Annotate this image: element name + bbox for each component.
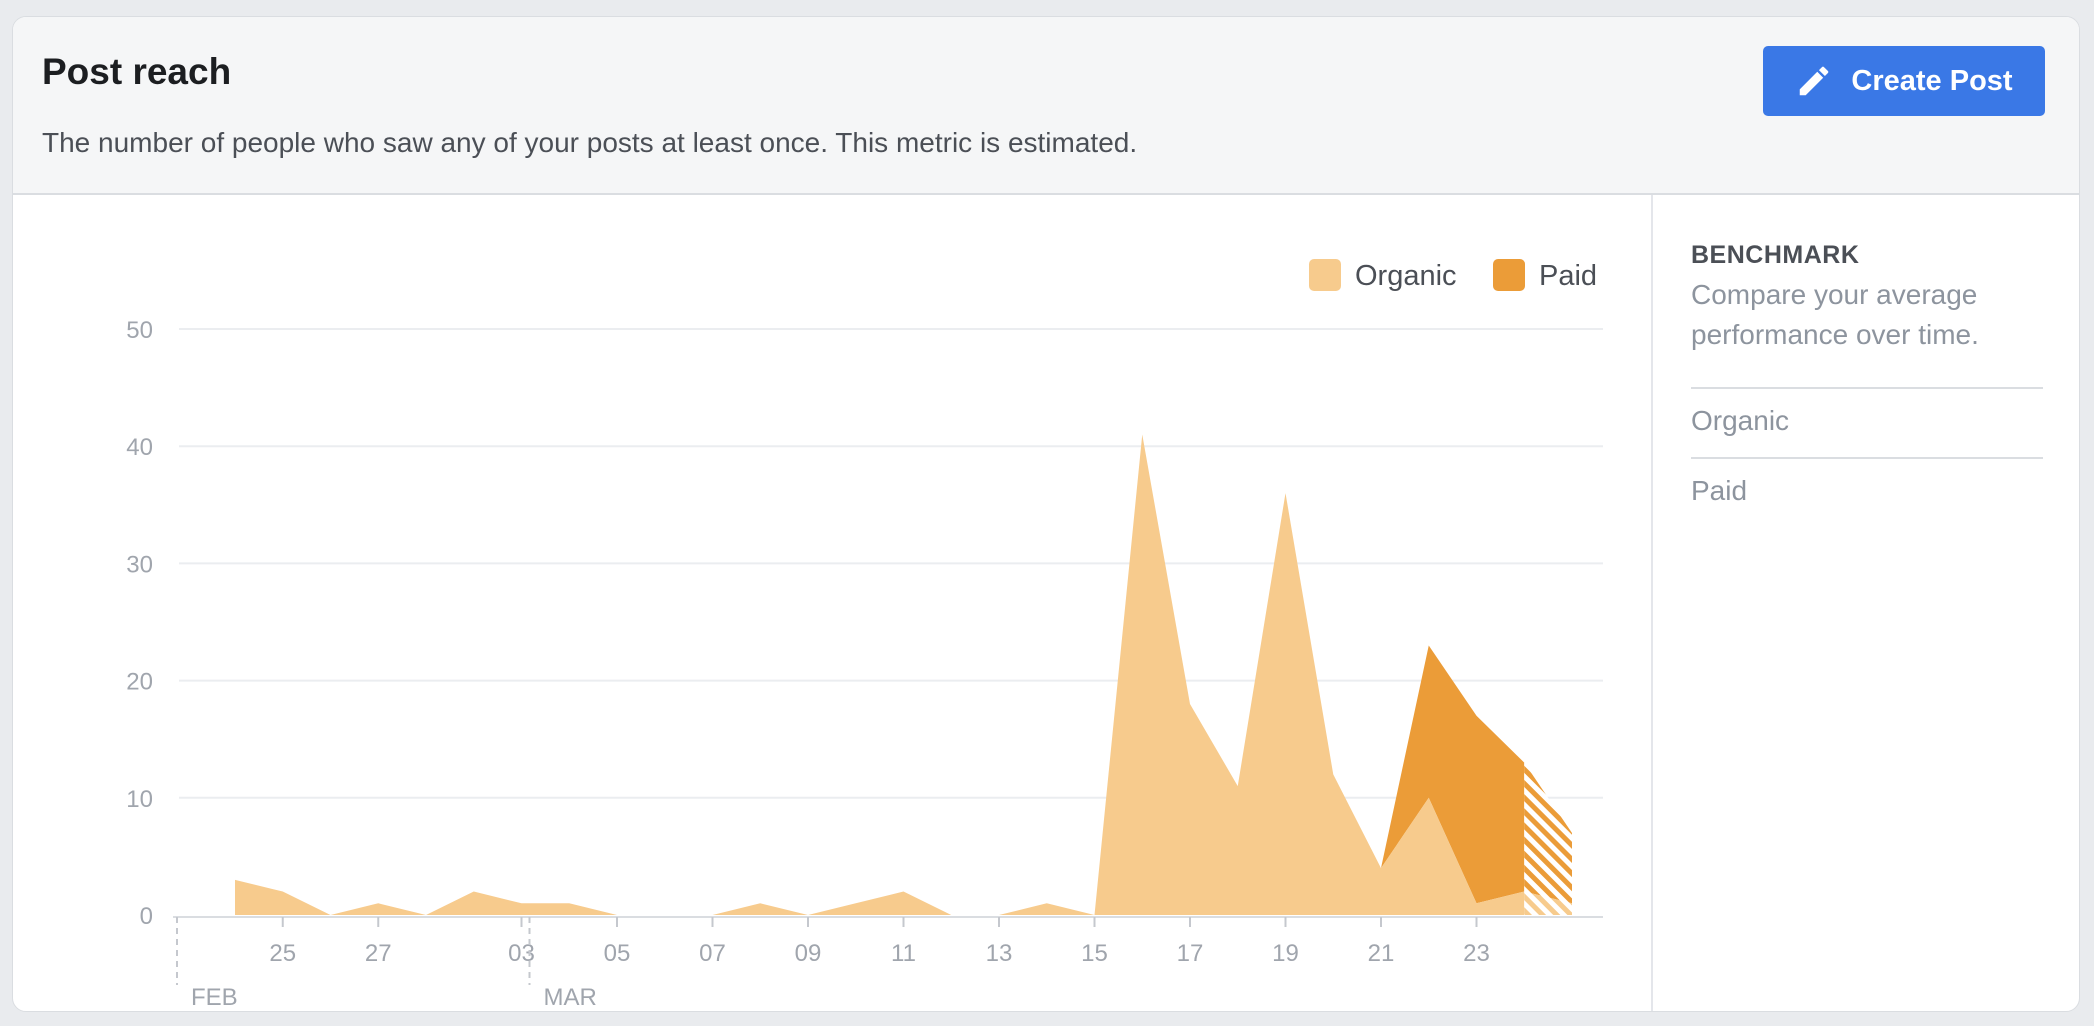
paid-area	[1381, 645, 1525, 904]
month-label: FEB	[191, 984, 238, 1011]
post-reach-card: Post reach The number of people who saw …	[12, 16, 2080, 1012]
benchmark-divider	[1691, 387, 2043, 389]
x-tick-label: 19	[1272, 940, 1299, 967]
x-tick-label: 07	[699, 940, 726, 967]
page-title: Post reach	[42, 51, 232, 92]
x-tick-label: 05	[604, 940, 631, 967]
legend-swatch	[1309, 259, 1341, 291]
y-tick-label: 20	[126, 669, 153, 696]
month-label: MAR	[544, 984, 597, 1011]
x-tick-label: 25	[269, 940, 296, 967]
y-tick-label: 30	[126, 551, 153, 578]
paid-area-estimate	[1524, 762, 1572, 904]
y-tick-label: 0	[140, 903, 153, 930]
x-tick-label: 21	[1368, 940, 1395, 967]
x-tick-label: 11	[891, 940, 916, 967]
legend-label: Organic	[1355, 260, 1457, 292]
post-reach-chart: 0 10 20 30 40 50 25 27 03 05 07 09 11 13 15 17 19 21 23 FE…	[126, 259, 1660, 1011]
create-post-label: Create Post	[1851, 64, 2013, 97]
organic-area	[235, 434, 1525, 915]
x-tick-label: 15	[1081, 940, 1108, 967]
benchmark-item-organic[interactable]: Organic	[1691, 405, 1790, 436]
benchmark-panel: BENCHMARK Compare your average performan…	[1651, 195, 2079, 1011]
x-tick-label: 09	[795, 940, 822, 967]
x-tick-label: 03	[508, 940, 535, 967]
legend-swatch	[1493, 259, 1525, 291]
x-tick-label: 23	[1463, 940, 1490, 967]
y-tick-label: 40	[126, 434, 153, 461]
legend-label: Paid	[1539, 260, 1597, 292]
benchmark-description: Compare your average performance over ti…	[1691, 279, 1979, 350]
benchmark-item-paid[interactable]: Paid	[1691, 475, 1748, 506]
x-tick-label: 17	[1177, 940, 1204, 967]
card-header: Post reach The number of people who saw …	[13, 17, 2079, 195]
create-post-button[interactable]: Create Post	[1763, 46, 2045, 116]
x-tick-label: 13	[986, 940, 1013, 967]
y-tick-label: 10	[126, 786, 153, 813]
benchmark-divider	[1691, 457, 2043, 459]
chart-area: 0 10 20 30 40 50 25 27 03 05 07 09 11 13 15 17 19 21 23 FE…	[13, 195, 1660, 1011]
page-subtitle: The number of people who saw any of your…	[42, 127, 1138, 158]
pencil-icon	[1800, 66, 1829, 96]
y-tick-label: 50	[126, 317, 153, 344]
x-tick-label: 27	[365, 940, 392, 967]
benchmark-title: BENCHMARK	[1691, 241, 1860, 269]
organic-area-estimate	[1524, 891, 1572, 915]
